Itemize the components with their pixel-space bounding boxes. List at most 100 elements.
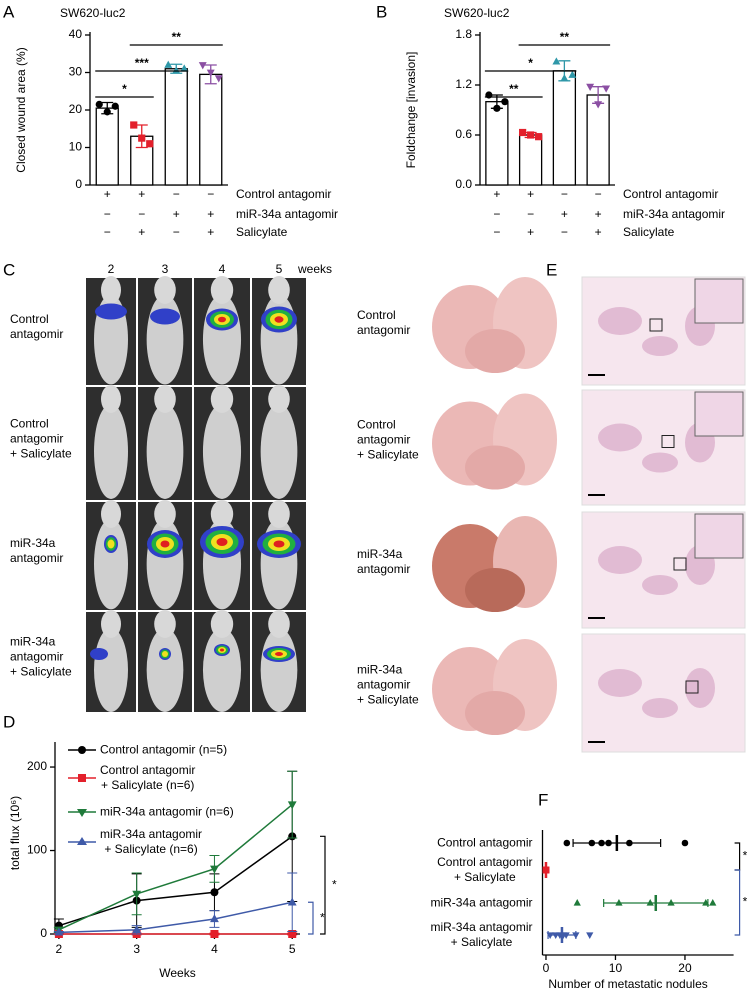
- mouse-body: [260, 404, 298, 499]
- data-point: [210, 930, 219, 938]
- row-label: Control antagomir + Salicylate: [10, 416, 72, 460]
- data-point: [132, 925, 142, 934]
- legend-marker: [77, 809, 87, 817]
- column-unit: weeks: [297, 262, 332, 276]
- y-tick-label: 1.8: [455, 27, 472, 41]
- significance-bracket: [734, 842, 741, 871]
- condition-name: Control antagomir: [236, 187, 331, 201]
- data-point: [519, 128, 527, 137]
- row-label: miR-34a antagomir + Salicylate: [10, 634, 72, 679]
- chart-title: SW620-luc2: [444, 6, 510, 20]
- signal-blob: [162, 651, 168, 657]
- signal-blob: [220, 648, 224, 652]
- condition-sign: −: [173, 187, 180, 201]
- mouse-body: [94, 628, 128, 712]
- y-tick-label: 20: [69, 102, 83, 116]
- x-tick-label: 5: [289, 942, 296, 956]
- significance-label: *: [332, 877, 337, 891]
- data-point: [602, 85, 611, 93]
- data-point: [493, 104, 501, 112]
- data-point: [172, 66, 181, 74]
- data-point: [563, 839, 571, 847]
- bar: [199, 73, 223, 186]
- data-point: [535, 133, 543, 141]
- panel-letter: F: [538, 790, 549, 810]
- panel-letter: A: [3, 2, 15, 22]
- legend-marker: [78, 774, 86, 782]
- tissue-region: [598, 423, 642, 452]
- column-label: 4: [219, 262, 226, 276]
- data-point: [288, 930, 297, 938]
- tissue-region: [642, 575, 678, 595]
- condition-sign: +: [104, 187, 111, 201]
- significance-label: ***: [135, 56, 149, 70]
- chart-title: SW620-luc2: [60, 6, 126, 20]
- mouse-body: [94, 518, 128, 610]
- tissue-region: [642, 452, 678, 473]
- condition-sign: −: [104, 207, 111, 221]
- significance-bracket: [308, 901, 314, 935]
- tissue-region: [598, 669, 642, 697]
- condition-sign: −: [595, 187, 602, 201]
- data-point: [615, 899, 623, 906]
- row-label: Control antagomir: [10, 311, 64, 341]
- y-tick-label: 200: [27, 759, 47, 773]
- bar: [485, 101, 509, 186]
- lung-lobe: [465, 445, 525, 490]
- mouse-head: [210, 500, 234, 528]
- data-point: [560, 74, 569, 82]
- bar: [518, 134, 543, 186]
- x-tick-label: 10: [609, 961, 623, 975]
- condition-sign: −: [493, 225, 500, 239]
- condition-sign: −: [561, 225, 568, 239]
- data-point: [527, 131, 535, 139]
- significance-label: *: [122, 82, 127, 96]
- y-axis-label: total flux (10⁶): [8, 796, 22, 870]
- y-tick-label: 0.6: [455, 127, 472, 141]
- mouse-head: [101, 610, 121, 638]
- lung-lobe: [465, 329, 525, 373]
- mouse-head: [101, 500, 121, 528]
- data-point: [594, 101, 603, 109]
- condition-sign: +: [207, 207, 214, 221]
- x-tick-label: 4: [211, 942, 218, 956]
- mouse-head: [154, 385, 176, 413]
- condition-sign: +: [527, 187, 534, 201]
- data-point: [210, 888, 219, 897]
- y-tick-label: 40: [69, 27, 83, 41]
- condition-sign: +: [493, 187, 500, 201]
- data-point: [586, 932, 594, 939]
- data-point: [210, 865, 219, 874]
- condition-sign: +: [595, 207, 602, 221]
- signal-blob: [275, 652, 283, 656]
- data-point: [605, 839, 612, 847]
- category-label: Control antagomir + Salicylate: [437, 855, 533, 884]
- condition-sign: +: [207, 225, 214, 239]
- zoom-box: [673, 557, 687, 571]
- mouse-head: [268, 610, 290, 638]
- condition-sign: −: [207, 187, 214, 201]
- data-point: [198, 62, 207, 70]
- mouse-head: [154, 500, 176, 528]
- data-point: [95, 100, 103, 108]
- data-point: [573, 899, 581, 906]
- significance-label: *: [743, 895, 747, 909]
- legend-marker: [78, 746, 86, 754]
- y-tick-label: 10: [69, 140, 83, 154]
- row-label: Control antagomir: [357, 308, 411, 337]
- y-tick-label: 0.0: [455, 177, 472, 191]
- condition-name: Salicylate: [623, 225, 675, 239]
- inset: [694, 278, 744, 324]
- series-line: [58, 835, 293, 927]
- data-point: [572, 932, 580, 939]
- data-point: [542, 866, 550, 874]
- mouse-head: [210, 610, 234, 638]
- mouse-body: [146, 404, 184, 499]
- data-point: [568, 70, 577, 78]
- column-label: 2: [108, 262, 115, 276]
- series-line: [58, 804, 293, 931]
- data-point: [210, 914, 219, 923]
- tissue-region: [642, 336, 678, 356]
